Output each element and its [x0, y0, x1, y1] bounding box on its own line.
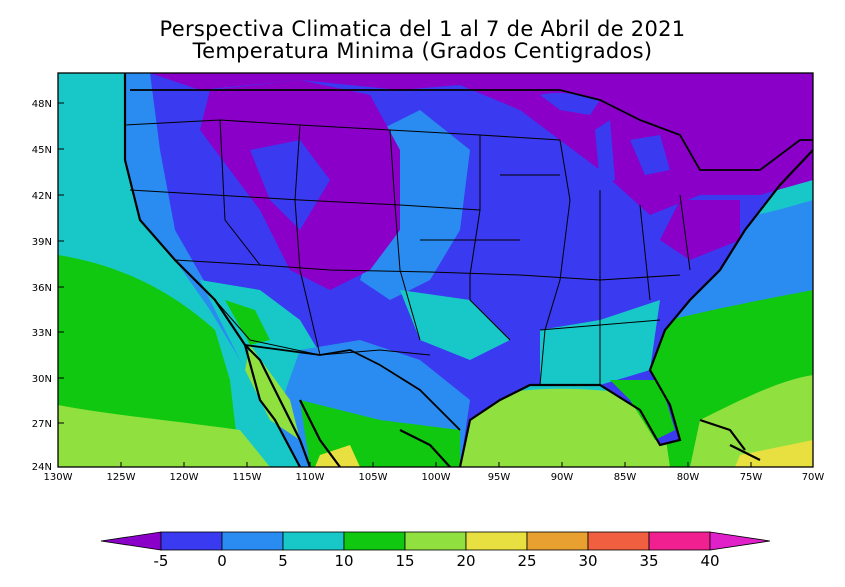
- lat-tick-33: 33N: [32, 328, 64, 339]
- colorbar-segment: [404, 531, 467, 551]
- lon-label: 125W: [107, 472, 136, 483]
- lon-label: 75W: [740, 472, 763, 483]
- lat-label: 33N: [32, 328, 52, 339]
- lat-tick-42: 42N: [32, 191, 64, 202]
- colorbar-label: 5: [278, 552, 288, 570]
- latitude-axis: 48N 45N 42N 39N 36N 33N 30N 27N 24N: [32, 99, 64, 473]
- great-basin-blue: [250, 140, 330, 230]
- lat-label: 39N: [32, 237, 52, 248]
- lake-huron: [630, 135, 670, 175]
- lon-tick-125: 125W: [107, 462, 136, 483]
- lon-tick-70: 70W: [802, 462, 825, 483]
- colorbar-segment: [587, 531, 650, 551]
- lon-label: 100W: [422, 472, 451, 483]
- national-borders: [130, 89, 813, 431]
- lon-label: 115W: [233, 472, 262, 483]
- lon-label: 95W: [488, 472, 511, 483]
- lat-label: 42N: [32, 191, 52, 202]
- lon-tick-85: 85W: [614, 462, 637, 483]
- colorbar-label: 40: [700, 552, 719, 570]
- lake-michigan: [595, 120, 615, 185]
- lon-tick-130: 130W: [44, 462, 73, 483]
- dakota-blue: [400, 85, 520, 140]
- temperature-field: [58, 73, 813, 467]
- lon-tick-100: 100W: [422, 462, 451, 483]
- atlantic-lightgreen-zone: [690, 375, 813, 467]
- lat-tick-36: 36N: [32, 283, 64, 294]
- lat-label: 30N: [32, 374, 52, 385]
- state-borders: [124, 119, 691, 386]
- florida-green: [610, 380, 675, 440]
- lon-label: 90W: [551, 472, 574, 483]
- lon-tick-110: 110W: [296, 462, 325, 483]
- colorbar-left-arrow: [100, 531, 162, 551]
- lon-label: 105W: [359, 472, 388, 483]
- southwest-green: [225, 300, 270, 345]
- lat-label: 48N: [32, 99, 52, 110]
- lat-tick-27: 27N: [32, 419, 64, 430]
- colorbar-segment: [343, 531, 406, 551]
- lon-tick-75: 75W: [740, 462, 763, 483]
- colorbar-label: 20: [456, 552, 475, 570]
- colorbar-label: 15: [395, 552, 414, 570]
- lat-tick-48: 48N: [32, 99, 64, 110]
- colorbar-segment: [160, 531, 223, 551]
- lat-label: 45N: [32, 145, 52, 156]
- lon-label: 85W: [614, 472, 637, 483]
- pacific-lightgreen-zone: [58, 405, 270, 467]
- lon-label: 130W: [44, 472, 73, 483]
- oklahoma-cyan: [400, 290, 510, 360]
- colorbar-segment: [221, 531, 284, 551]
- mexico-yellow: [315, 445, 360, 467]
- colorbar-right-arrow: [709, 531, 771, 551]
- lon-label: 110W: [296, 472, 325, 483]
- map-title-line-1: Perspectiva Climatica del 1 al 7 de Abri…: [159, 17, 686, 41]
- lon-tick-90: 90W: [551, 462, 574, 483]
- lon-tick-80: 80W: [677, 462, 700, 483]
- lon-tick-115: 115W: [233, 462, 262, 483]
- lon-label: 120W: [170, 472, 199, 483]
- lon-label: 70W: [802, 472, 825, 483]
- northern-purple: [150, 73, 813, 215]
- colorbar-label: -5: [154, 552, 169, 570]
- colorbar: -5 0 5 10 15 20 25 30 35 40: [100, 531, 771, 570]
- lon-label: 80W: [677, 472, 700, 483]
- map-title-line-2: Temperatura Minima (Grados Centigrados): [192, 39, 653, 63]
- lake-superior: [540, 92, 600, 115]
- lat-label: 24N: [32, 462, 52, 473]
- lon-tick-120: 120W: [170, 462, 199, 483]
- colorbar-label: 35: [639, 552, 658, 570]
- colorbar-label: 25: [517, 552, 536, 570]
- colorbar-segment: [465, 531, 528, 551]
- lat-tick-24: 24N: [32, 462, 64, 473]
- longitude-axis: 130W 125W 120W 115W 110W 105W 100W 95W 9…: [44, 462, 825, 483]
- appalachian-purple: [660, 200, 740, 260]
- coastlines: [123, 73, 813, 467]
- caribbean-yellow-zone: [735, 440, 813, 467]
- lon-tick-95: 95W: [488, 462, 511, 483]
- lat-tick-39: 39N: [32, 237, 64, 248]
- colorbar-label: 30: [578, 552, 597, 570]
- lat-label: 27N: [32, 419, 52, 430]
- gulf-lightgreen-zone: [460, 388, 670, 467]
- colorbar-label: 10: [334, 552, 353, 570]
- colorbar-segment: [526, 531, 589, 551]
- lon-tick-105: 105W: [359, 462, 388, 483]
- lat-label: 36N: [32, 283, 52, 294]
- colorbar-segment: [648, 531, 711, 551]
- colorbar-segment: [282, 531, 345, 551]
- colorbar-label: 0: [217, 552, 227, 570]
- lat-tick-45: 45N: [32, 145, 64, 156]
- lat-tick-30: 30N: [32, 374, 64, 385]
- baja-lightgreen: [245, 345, 300, 440]
